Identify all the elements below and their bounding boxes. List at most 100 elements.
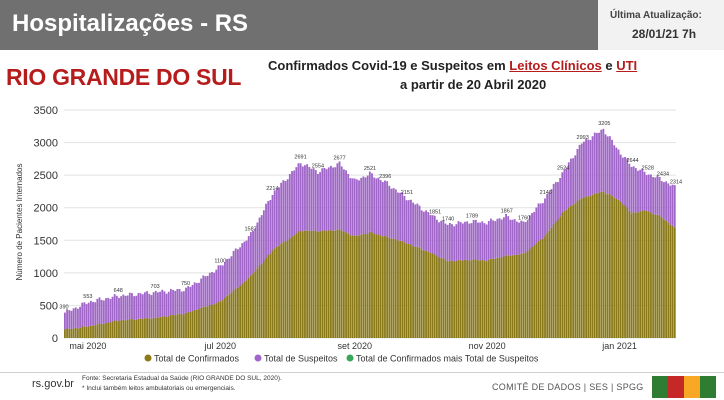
bar-confirmados: [241, 283, 244, 338]
bar-suspeitos: [122, 294, 125, 320]
bar-suspeitos: [68, 310, 71, 329]
bar-suspeitos: [252, 230, 254, 274]
data-label: 1851: [429, 209, 441, 215]
bar-confirmados: [76, 328, 79, 338]
bar-confirmados: [299, 230, 302, 338]
bar-suspeitos: [643, 171, 646, 211]
bar-suspeitos: [332, 167, 334, 231]
y-tick-label: 1500: [34, 235, 58, 247]
bar-confirmados: [559, 216, 562, 338]
chart-legend: Total de Confirmados Total de Suspeitos To…: [144, 354, 539, 364]
bar-suspeitos: [100, 299, 103, 324]
bar-suspeitos: [360, 177, 363, 235]
bar-suspeitos: [230, 256, 233, 293]
bar-confirmados: [490, 258, 492, 338]
y-tick-label: 0: [52, 333, 58, 345]
bar-confirmados: [336, 229, 339, 338]
bar-confirmados: [665, 220, 668, 338]
bar-confirmados: [425, 250, 427, 338]
bar-confirmados: [282, 242, 285, 338]
bar-confirmados: [533, 245, 536, 338]
bar-confirmados: [159, 317, 161, 338]
bar-confirmados: [433, 254, 436, 338]
bar-confirmados: [180, 314, 183, 338]
bar-suspeitos: [608, 136, 611, 195]
bar-confirmados: [459, 260, 462, 338]
site-link[interactable]: rs.gov.br: [32, 378, 74, 390]
title-band: Hospitalizações - RS: [0, 0, 598, 50]
bar-suspeitos: [271, 195, 274, 251]
bar-suspeitos: [120, 296, 123, 321]
bar-suspeitos: [617, 149, 620, 200]
bar-suspeitos: [531, 213, 533, 247]
bar-confirmados: [100, 323, 103, 338]
bar-confirmados: [81, 326, 84, 338]
bar-confirmados: [650, 212, 652, 338]
bar-suspeitos: [673, 185, 676, 228]
bar-suspeitos: [310, 168, 313, 232]
bar-suspeitos: [204, 276, 207, 307]
bar-suspeitos: [208, 272, 211, 306]
bar-suspeitos: [202, 275, 205, 307]
bar-suspeitos: [593, 132, 596, 194]
bar-suspeitos: [249, 232, 252, 276]
bar-suspeitos: [477, 222, 479, 261]
bar-suspeitos: [472, 219, 475, 260]
bar-suspeitos: [317, 173, 319, 232]
bar-confirmados: [243, 281, 246, 338]
bar-confirmados: [301, 231, 304, 338]
bar-confirmados: [615, 198, 618, 338]
bar-suspeitos: [656, 175, 659, 215]
bar-suspeitos: [165, 293, 168, 317]
data-label: 703: [151, 284, 160, 290]
bar-confirmados: [654, 214, 657, 338]
bar-confirmados: [502, 256, 505, 338]
bar-suspeitos: [262, 210, 265, 261]
bar-confirmados: [500, 257, 503, 338]
bar-suspeitos: [650, 174, 652, 213]
bar-confirmados: [338, 229, 341, 338]
bar-confirmados: [431, 253, 434, 338]
bar-suspeitos: [154, 290, 157, 318]
bar-confirmados: [239, 285, 242, 338]
bar-confirmados: [498, 257, 501, 338]
bar-suspeitos: [373, 177, 376, 235]
bar-suspeitos: [410, 199, 412, 245]
bar-suspeitos: [639, 169, 642, 212]
chart-subtitle: Confirmados Covid-19 e Suspeitos em Leit…: [268, 58, 708, 73]
bar-confirmados: [278, 245, 280, 338]
bar-confirmados: [470, 260, 473, 338]
bar-suspeitos: [418, 205, 421, 248]
bar-suspeitos: [669, 185, 672, 225]
data-label: 1789: [466, 213, 478, 219]
bar-suspeitos: [565, 167, 568, 210]
bar-confirmados: [144, 318, 146, 338]
data-label: 1100: [214, 258, 226, 264]
bar-suspeitos: [520, 220, 523, 254]
bar-suspeitos: [217, 265, 220, 302]
bar-confirmados: [314, 230, 317, 338]
bar-confirmados: [293, 235, 296, 338]
data-label: 2434: [657, 171, 669, 177]
bar-confirmados: [72, 328, 75, 338]
bar-confirmados: [87, 326, 90, 338]
data-label: 553: [83, 294, 92, 300]
bar-suspeitos: [319, 172, 322, 232]
bar-confirmados: [611, 195, 613, 338]
bar-confirmados: [671, 225, 674, 338]
bar-suspeitos: [109, 298, 112, 323]
bar-confirmados: [152, 317, 155, 338]
source-note: Fonte: Secretaria Estadual da Saúde (RIO…: [82, 375, 282, 382]
bar-confirmados: [79, 327, 81, 338]
bar-suspeitos: [570, 158, 572, 206]
bar-confirmados: [572, 205, 575, 338]
bar-confirmados: [621, 204, 624, 338]
bar-confirmados: [435, 256, 438, 338]
bar-confirmados: [349, 235, 352, 338]
flag-stripe: [668, 376, 684, 398]
bar-suspeitos: [453, 226, 456, 262]
bar-confirmados: [518, 254, 520, 338]
bar-suspeitos: [198, 282, 200, 310]
bar-confirmados: [643, 210, 646, 338]
bar-suspeitos: [163, 291, 166, 317]
